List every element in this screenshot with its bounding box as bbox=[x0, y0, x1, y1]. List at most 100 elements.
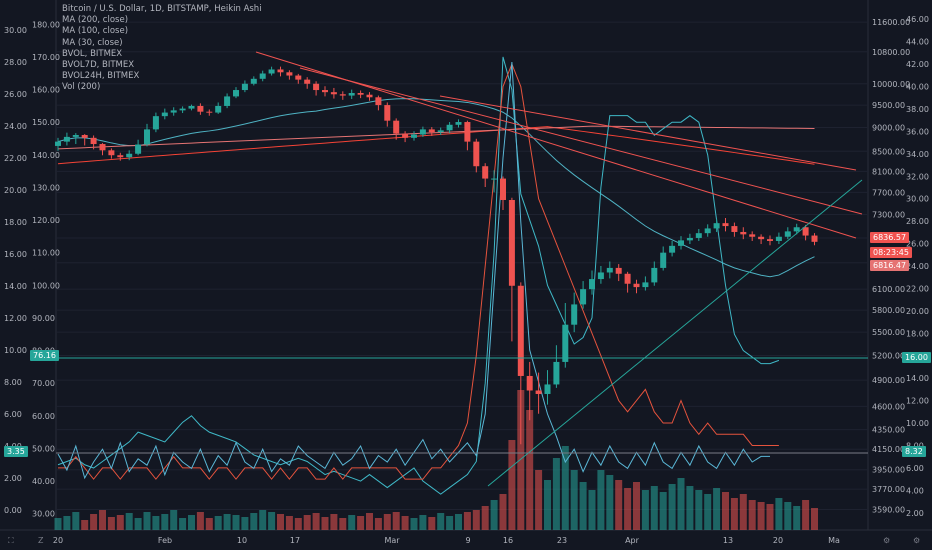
volume-bar bbox=[722, 492, 729, 530]
volume-bar bbox=[392, 512, 400, 530]
candle-body bbox=[722, 223, 729, 227]
volume-bar bbox=[170, 510, 178, 530]
candle-body bbox=[206, 111, 213, 113]
bvol-tick-label: 50.00 bbox=[32, 444, 55, 453]
candle-body bbox=[330, 92, 337, 95]
candle-body bbox=[491, 178, 498, 180]
volume-bar bbox=[748, 500, 756, 530]
candle-body bbox=[606, 267, 613, 273]
volume-bar bbox=[161, 514, 169, 530]
volume-bar bbox=[570, 470, 578, 530]
price-tick-label: 3590.00 bbox=[872, 505, 905, 514]
candle-body bbox=[99, 144, 106, 151]
bvol-line bbox=[57, 56, 780, 495]
volume-bar bbox=[348, 515, 356, 530]
candle-body bbox=[535, 390, 542, 394]
bvol24h-tick-label: 20.00 bbox=[4, 186, 27, 195]
settings-icon[interactable]: ⚙ bbox=[913, 536, 921, 545]
time-tick-label: 13 bbox=[723, 536, 733, 545]
volume-bar bbox=[134, 518, 142, 530]
volume-bar bbox=[499, 494, 507, 530]
candle-body bbox=[633, 283, 640, 288]
candle-body bbox=[713, 223, 720, 229]
volume-bar bbox=[517, 390, 525, 530]
candle-body bbox=[152, 116, 159, 130]
candle-body bbox=[411, 134, 417, 138]
candle-body bbox=[562, 324, 569, 362]
time-tick-label: 20 bbox=[773, 536, 783, 545]
legend-item[interactable]: MA (100, close) bbox=[62, 26, 129, 37]
price-tick-label: 4600.00 bbox=[872, 402, 905, 411]
candle-body bbox=[473, 141, 480, 167]
volume-bar bbox=[695, 490, 703, 530]
candle-body bbox=[72, 134, 79, 137]
candle-body bbox=[313, 83, 320, 91]
trendline-down-2 bbox=[299, 67, 863, 215]
candle-body bbox=[375, 97, 382, 106]
price-tick-label: 7700.00 bbox=[872, 188, 905, 197]
volume-bar bbox=[188, 515, 195, 530]
scale-icon[interactable]: ⛶ bbox=[8, 536, 14, 545]
auto-scale-icon[interactable]: Z bbox=[38, 536, 44, 545]
legend-item[interactable]: BVOL7D, BITMEX bbox=[62, 60, 135, 71]
candle-body bbox=[286, 72, 293, 76]
volume-bar bbox=[775, 498, 783, 530]
chart-legend: Bitcoin / U.S. Dollar, 1D, BITSTAMP, Hei… bbox=[62, 4, 262, 94]
price-tick-label: 6100.00 bbox=[872, 285, 905, 294]
bvol7d-tick-label: 2.00 bbox=[906, 509, 924, 518]
volume-bar bbox=[312, 513, 320, 530]
volume-bar bbox=[383, 514, 391, 530]
candle-body bbox=[63, 136, 70, 142]
price-tick-label: 5800.00 bbox=[872, 306, 905, 315]
candle-body bbox=[704, 228, 711, 234]
candle-body bbox=[464, 122, 471, 142]
volume-bar bbox=[730, 498, 738, 530]
volume-bar bbox=[633, 482, 640, 530]
candle-body bbox=[624, 273, 631, 284]
candle-body bbox=[241, 83, 248, 91]
volume-bar bbox=[437, 513, 445, 530]
candle-body bbox=[784, 231, 791, 237]
volume-bar bbox=[428, 517, 436, 530]
volume-bar bbox=[196, 512, 204, 530]
candle-body bbox=[767, 239, 773, 241]
bvol24h-tick-label: 12.00 bbox=[4, 314, 27, 323]
bvol7d-tick-label: 6.00 bbox=[906, 464, 924, 473]
candle-body bbox=[678, 240, 684, 246]
legend-item[interactable]: Vol (200) bbox=[62, 82, 101, 93]
candle-body bbox=[55, 141, 61, 146]
bvol-tick-label: 120.00 bbox=[32, 216, 60, 225]
volume-bar bbox=[446, 516, 454, 530]
legend-item[interactable]: MA (30, close) bbox=[62, 37, 123, 48]
candle-body bbox=[348, 93, 355, 96]
candle-body bbox=[686, 237, 693, 241]
volume-bar bbox=[410, 518, 418, 530]
bvol7d-tick-label: 32.00 bbox=[906, 172, 929, 181]
candle-body bbox=[589, 279, 595, 290]
legend-title: Bitcoin / U.S. Dollar, 1D, BITSTAMP, Hei… bbox=[62, 4, 262, 14]
volume-bar bbox=[401, 516, 409, 530]
camera-icon[interactable]: ⚙ bbox=[883, 536, 891, 545]
candle-body bbox=[224, 96, 231, 106]
volume-bar bbox=[250, 513, 258, 530]
volume-bar bbox=[303, 515, 311, 530]
candle-body bbox=[259, 73, 266, 79]
price-tick-label: 7300.00 bbox=[872, 211, 905, 220]
volume-bar bbox=[205, 518, 213, 530]
candle-body bbox=[108, 150, 115, 156]
candle-body bbox=[482, 166, 489, 179]
time-tick-label: 16 bbox=[503, 536, 513, 545]
volume-bar bbox=[321, 517, 329, 530]
candle-body bbox=[250, 78, 257, 84]
candle-body bbox=[749, 234, 756, 237]
legend-item[interactable]: BVOL24H, BITMEX bbox=[62, 71, 140, 82]
volume-bar bbox=[668, 484, 676, 530]
candle-body bbox=[571, 304, 578, 325]
ma200-line bbox=[57, 126, 815, 165]
ma-price-tag: 6816.47 bbox=[870, 260, 910, 271]
bvol-tick-label: 60.00 bbox=[32, 412, 55, 421]
price-tick-label: 8500.00 bbox=[872, 147, 905, 156]
legend-item[interactable]: MA (200, close) bbox=[62, 15, 129, 26]
legend-item[interactable]: BVOL, BITMEX bbox=[62, 48, 123, 59]
